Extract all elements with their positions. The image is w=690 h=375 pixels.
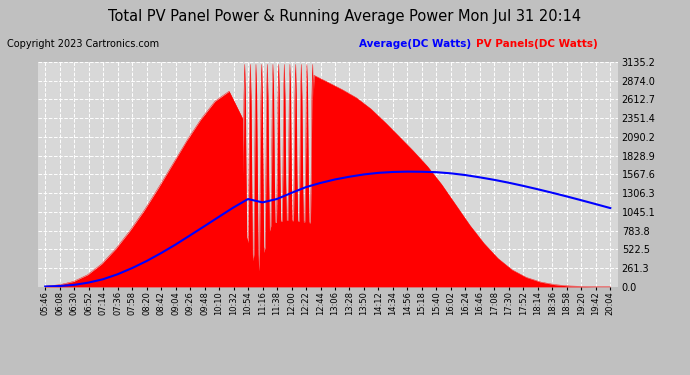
Text: Copyright 2023 Cartronics.com: Copyright 2023 Cartronics.com [7, 39, 159, 50]
Text: Average(DC Watts): Average(DC Watts) [359, 39, 471, 50]
Text: PV Panels(DC Watts): PV Panels(DC Watts) [476, 39, 598, 50]
Text: Total PV Panel Power & Running Average Power Mon Jul 31 20:14: Total PV Panel Power & Running Average P… [108, 9, 582, 24]
